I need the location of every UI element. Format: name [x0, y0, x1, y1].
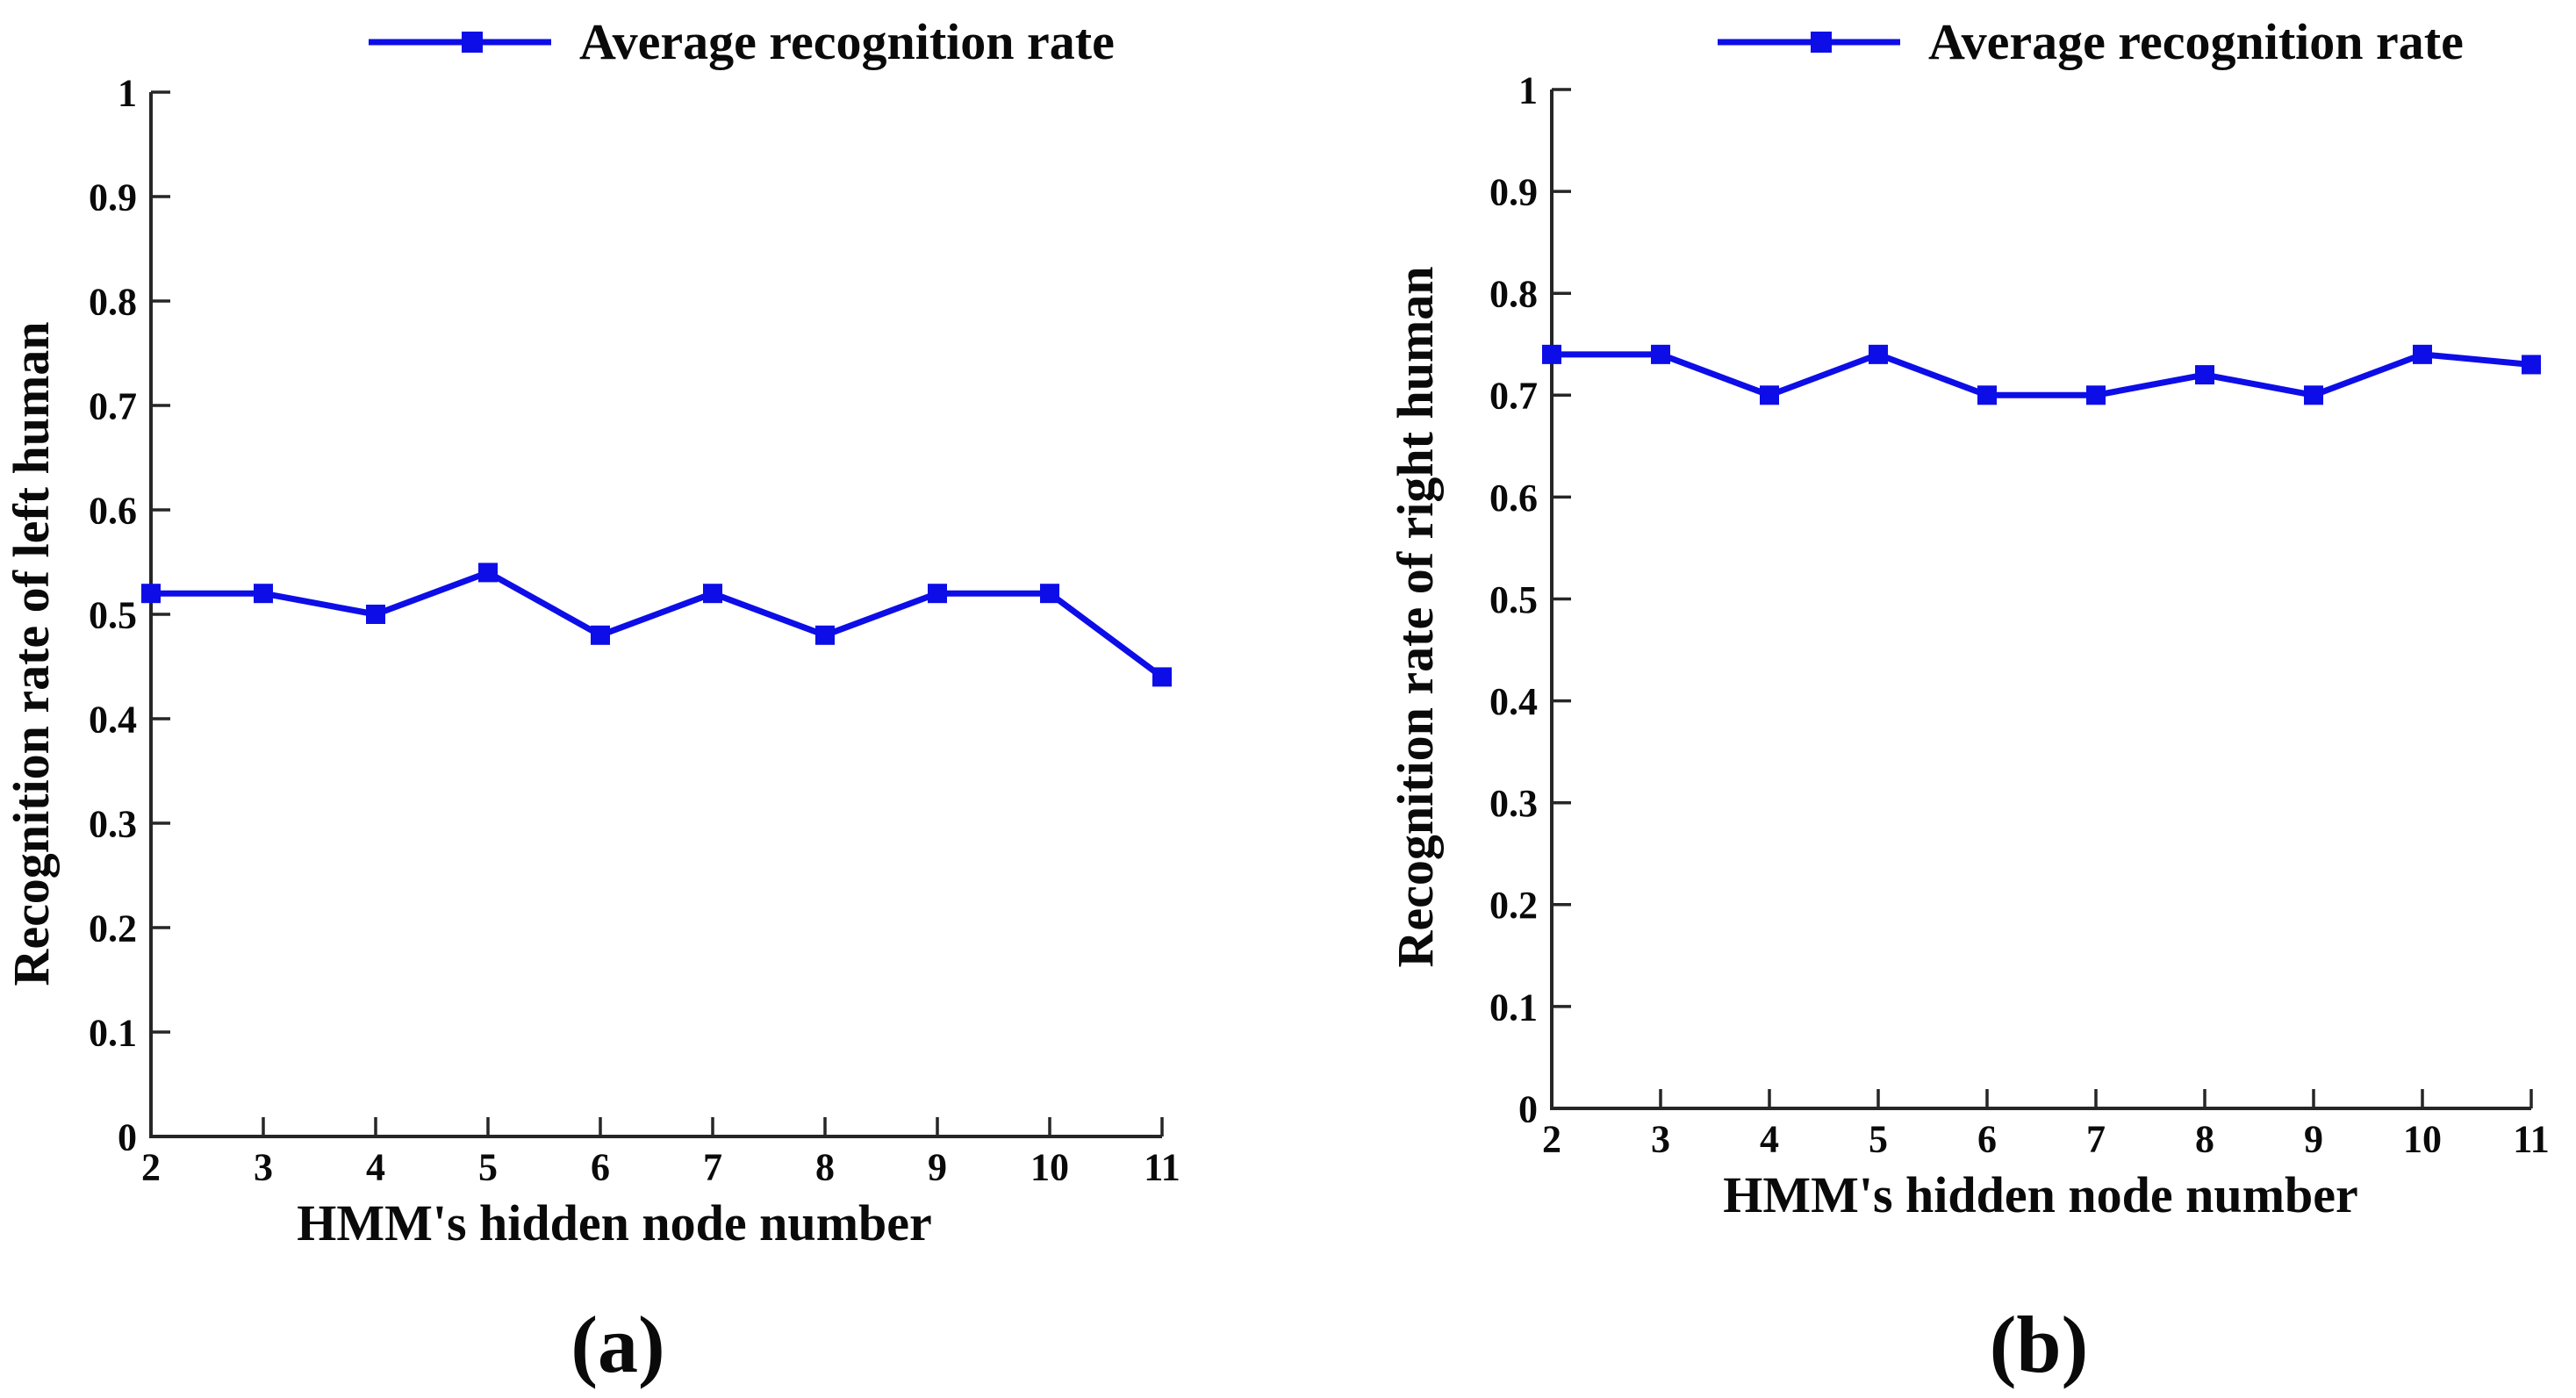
- x-tick-label: 3: [1651, 1117, 1670, 1160]
- x-tick-label: 3: [254, 1145, 273, 1188]
- panel-caption-b: (b): [1989, 1300, 2089, 1389]
- x-tick-label: 9: [928, 1145, 947, 1188]
- data-point-marker: [591, 625, 610, 645]
- axes-lines: [1550, 90, 2531, 1110]
- chart-b-plot-area: 0 0.1 0.2 0.3 0.4 0.5 0.6 0.7 0.8 0.9 1 2 3 4 5 6 7 8 9 10 1…: [1489, 68, 2550, 1160]
- data-point-marker: [815, 625, 835, 645]
- data-point-marker: [1977, 385, 1997, 405]
- data-point-marker: [2086, 385, 2106, 405]
- y-tick-label: 0.8: [1489, 273, 1538, 316]
- data-point-marker: [478, 563, 498, 583]
- y-axis-title-a: Recognition rate of left human: [3, 321, 60, 986]
- y-tick-label: 0.2: [89, 907, 137, 950]
- x-tick-label: 10: [1030, 1145, 1069, 1188]
- y-tick-label: 0: [1518, 1087, 1538, 1130]
- y-tick-label: 0.1: [89, 1011, 137, 1054]
- x-tick-label: 6: [591, 1145, 610, 1188]
- series-line: [1552, 351, 2532, 398]
- y-axis-title-b: Recognition rate of right human: [1387, 266, 1444, 968]
- data-point-marker: [928, 584, 947, 604]
- y-tick-label: 0.1: [1489, 986, 1538, 1029]
- y-tick-label: 0.6: [89, 489, 137, 532]
- y-tick-label: 0.5: [89, 593, 137, 636]
- x-axis-title-a: HMM's hidden node number: [297, 1194, 932, 1251]
- data-point-marker: [1869, 344, 1888, 364]
- x-tick-label: 8: [815, 1145, 835, 1188]
- y-tick-label: 0.6: [1489, 477, 1538, 520]
- data-point-marker: [1651, 344, 1670, 364]
- data-point-marker: [141, 584, 161, 604]
- y-tick-label: 0.2: [1489, 884, 1538, 927]
- panel-caption-a: (a): [570, 1300, 665, 1389]
- x-axis-title-b: HMM's hidden node number: [1723, 1166, 2358, 1223]
- data-point-marker: [703, 584, 722, 604]
- x-tick-label: 8: [2195, 1117, 2214, 1160]
- legend-a: Average recognition rate: [369, 16, 1115, 68]
- x-tick-label: 5: [1869, 1117, 1888, 1160]
- y-tick-label: 0.4: [89, 698, 137, 741]
- y-tick-label: 0.9: [89, 176, 137, 219]
- data-point-marker: [2195, 365, 2214, 385]
- legend-line-marker-icon: [369, 32, 551, 53]
- y-tick-label: 0.8: [89, 280, 137, 323]
- x-tick-label: 2: [141, 1145, 161, 1188]
- y-tick-label: 0.5: [1489, 578, 1538, 621]
- series-line: [151, 569, 1165, 680]
- x-tick-label: 4: [1760, 1117, 1779, 1160]
- y-tick-label: 1: [118, 71, 137, 114]
- legend-label: Average recognition rate: [1928, 13, 2464, 70]
- x-tick-label: 4: [366, 1145, 385, 1188]
- data-point-marker: [1760, 385, 1779, 405]
- legend-line-marker-icon: [1718, 32, 1900, 53]
- y-tick-label: 0.4: [1489, 680, 1538, 723]
- y-tick-label: 0.3: [89, 802, 137, 845]
- x-tick-label: 7: [2086, 1117, 2106, 1160]
- legend-b: Average recognition rate: [1718, 16, 2464, 68]
- chart-a-plot-area: 0 0.1 0.2 0.3 0.4 0.5 0.6 0.7 0.8 0.9 1 2 3 4 5 6 7 8 9 10 1…: [89, 71, 1180, 1188]
- panel-a: Average recognition rate 0 0.1 0.2 0.3 0.4 0.…: [3, 16, 1180, 1389]
- x-tick-label: 5: [478, 1145, 498, 1188]
- x-tick-label: 9: [2304, 1117, 2323, 1160]
- data-point-marker: [2304, 385, 2323, 405]
- x-tick-label: 7: [703, 1145, 722, 1188]
- y-tick-label: 1: [1518, 68, 1538, 111]
- y-tick-label: 0.3: [1489, 782, 1538, 825]
- y-tick-label: 0.7: [89, 384, 137, 427]
- x-tick-label: 2: [1542, 1117, 1561, 1160]
- y-tick-label: 0.7: [1489, 375, 1538, 418]
- x-tick-label: 11: [2513, 1117, 2550, 1160]
- legend-label: Average recognition rate: [579, 13, 1115, 70]
- data-point-marker: [2413, 344, 2432, 364]
- data-point-marker: [1152, 667, 1172, 687]
- data-point-marker: [366, 605, 385, 624]
- y-tick-label: 0.9: [1489, 171, 1538, 214]
- data-point-marker: [2522, 355, 2541, 375]
- x-tick-label: 10: [2403, 1117, 2442, 1160]
- panel-b: Average recognition rate 0 0.1 0.2 0.3 0.4 0.…: [1290, 0, 2576, 1398]
- data-point-marker: [1040, 584, 1059, 604]
- x-tick-label: 6: [1977, 1117, 1997, 1160]
- x-tick-label: 11: [1144, 1145, 1180, 1188]
- y-tick-label: 0: [118, 1115, 137, 1158]
- data-point-marker: [254, 584, 273, 604]
- data-point-marker: [1542, 344, 1561, 364]
